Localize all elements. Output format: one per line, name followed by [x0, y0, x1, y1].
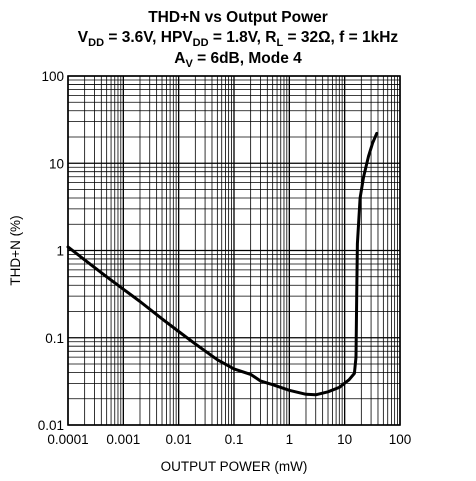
title-text-run: = 32Ω, f = 1kHz [283, 29, 398, 46]
chart-title-line1: THD+N vs Output Power [148, 9, 328, 26]
chart-title: THD+N vs Output Power VDD = 3.6V, HPVDD … [78, 9, 399, 70]
y-tick-labels: 0.01 0.1 1 10 100 [38, 69, 64, 433]
plot-frame [67, 75, 401, 426]
x-tick-label: 0.0001 [47, 432, 88, 447]
y-tick-label: 0.1 [45, 331, 64, 346]
title-text-run: = 3.6V, HPV [104, 29, 193, 46]
title-subscript: V [185, 58, 193, 70]
thd-series-line [66, 131, 379, 397]
title-text-run: V [78, 29, 89, 46]
y-tick-label: 0.01 [38, 418, 64, 433]
x-tick-label: 0.1 [225, 432, 244, 447]
x-tick-label: 100 [389, 432, 412, 447]
y-tick-label: 100 [41, 69, 64, 84]
y-tick-label: 1 [56, 244, 64, 259]
title-subscript: L [276, 37, 283, 49]
series-layer [66, 131, 379, 397]
chart-title-line3: AV = 6dB, Mode 4 [174, 50, 302, 70]
title-subscript: DD [193, 37, 209, 49]
title-text-run: A [174, 50, 185, 67]
x-axis-label: OUTPUT POWER (mW) [161, 459, 308, 474]
y-tick-label: 10 [49, 156, 64, 171]
x-tick-label: 0.001 [106, 432, 140, 447]
title-subscript: DD [88, 37, 104, 49]
chart-title-line2: VDD = 3.6V, HPVDD = 1.8V, RL = 32Ω, f = … [78, 29, 399, 49]
y-axis-label: THD+N (%) [8, 215, 23, 285]
x-tick-label: 10 [337, 432, 352, 447]
x-tick-label: 1 [286, 432, 294, 447]
x-tick-label: 0.01 [166, 432, 192, 447]
title-text-run: = 1.8V, R [209, 29, 277, 46]
x-tick-labels: 0.0001 0.001 0.01 0.1 1 10 100 [47, 432, 411, 447]
title-text-run: = 6dB, Mode 4 [193, 50, 302, 67]
